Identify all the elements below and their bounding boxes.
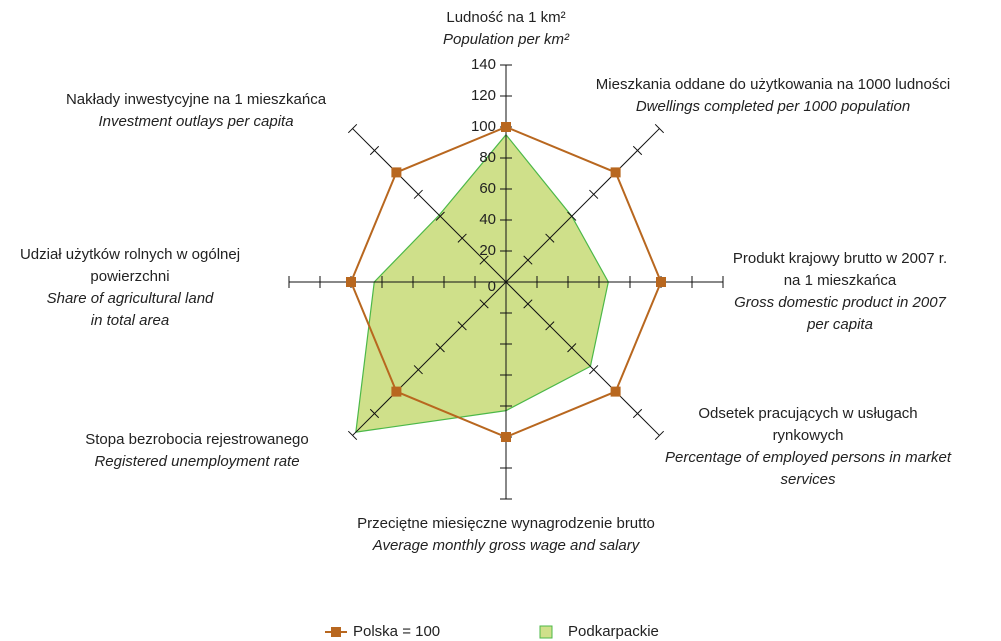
tick-mark <box>435 211 445 221</box>
category-label: Population per km² <box>443 31 570 48</box>
tick-mark <box>567 343 577 353</box>
tick-label: 80 <box>479 149 496 166</box>
tick-mark <box>369 408 380 419</box>
category-label: Stopa bezrobocia rejestrowanego <box>85 431 308 448</box>
tick-mark <box>545 321 555 331</box>
legend-label: Polska = 100 <box>353 623 440 640</box>
marker <box>610 167 621 178</box>
tick-mark <box>523 255 533 265</box>
axis <box>505 281 660 436</box>
category-label: services <box>780 471 836 488</box>
tick-mark <box>654 430 665 441</box>
marker <box>501 122 511 132</box>
tick-mark <box>457 321 467 331</box>
category-label: rynkowych <box>773 427 844 444</box>
legend-marker <box>331 627 341 637</box>
tick-mark <box>413 189 423 199</box>
category-label: Odsetek pracujących w usługach <box>698 405 917 422</box>
category-label: Percentage of employed persons in market <box>665 449 952 466</box>
marker <box>501 432 511 442</box>
tick-mark <box>654 123 665 134</box>
tick-mark <box>589 189 599 199</box>
category-label: Nakłady inwestycyjne na 1 mieszkańca <box>66 91 327 108</box>
tick-label: 140 <box>471 56 496 73</box>
tick-label: 20 <box>479 242 496 259</box>
category-label: Dwellings completed per 1000 population <box>636 98 910 115</box>
tick-label: 100 <box>471 118 496 135</box>
tick-mark <box>413 365 423 375</box>
marker <box>391 167 402 178</box>
category-label: Share of agricultural land <box>47 290 214 307</box>
category-label: Mieszkania oddane do użytkowania na 1000… <box>596 76 950 93</box>
axis <box>505 128 660 283</box>
tick-mark <box>369 145 380 156</box>
category-label: Przeciętne miesięczne wynagrodzenie brut… <box>357 515 655 532</box>
tick-mark <box>523 299 533 309</box>
category-label: na 1 mieszkańca <box>784 272 897 289</box>
marker <box>346 277 356 287</box>
tick-mark <box>567 211 577 221</box>
category-label: Udział użytków rolnych w ogólnej <box>20 246 240 263</box>
category-label: in total area <box>91 312 169 329</box>
tick-mark <box>545 233 555 243</box>
tick-label: 0 <box>488 278 496 295</box>
category-label: Gross domestic product in 2007 <box>734 294 946 311</box>
legend-swatch <box>539 625 553 639</box>
category-label: Registered unemployment rate <box>94 453 299 470</box>
category-label: Ludność na 1 km² <box>446 9 565 26</box>
legend-label: Podkarpackie <box>568 623 659 640</box>
tick-mark <box>435 343 445 353</box>
category-label: Average monthly gross wage and salary <box>372 537 641 554</box>
tick-mark <box>347 123 358 134</box>
tick-label: 40 <box>479 211 496 228</box>
marker <box>656 277 666 287</box>
tick-mark <box>479 299 489 309</box>
tick-mark <box>347 430 358 441</box>
tick-label: 60 <box>479 180 496 197</box>
tick-label: 120 <box>471 87 496 104</box>
tick-mark <box>457 233 467 243</box>
category-label: Investment outlays per capita <box>98 113 293 130</box>
category-label: powierzchni <box>90 268 169 285</box>
tick-mark <box>632 145 643 156</box>
tick-mark <box>632 408 643 419</box>
axis <box>352 281 507 436</box>
marker <box>610 386 621 397</box>
tick-mark <box>589 365 599 375</box>
category-label: Produkt krajowy brutto w 2007 r. <box>733 250 947 267</box>
axis <box>352 128 507 283</box>
marker <box>391 386 402 397</box>
category-label: per capita <box>806 316 873 333</box>
tick-mark <box>479 255 489 265</box>
